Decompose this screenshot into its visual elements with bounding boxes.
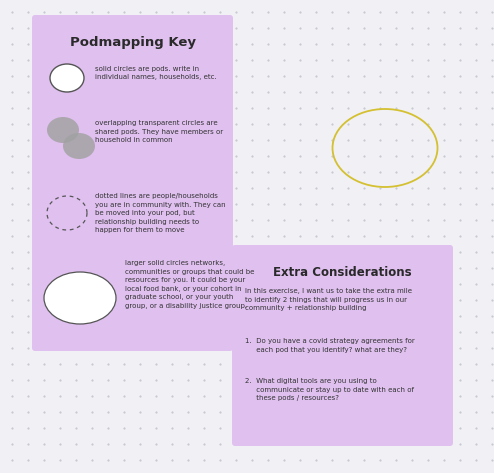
Ellipse shape: [44, 272, 116, 324]
Ellipse shape: [63, 133, 95, 159]
Text: Podmapping Key: Podmapping Key: [70, 36, 196, 49]
Text: In this exercise, I want us to take the extra mile
to identify 2 things that wil: In this exercise, I want us to take the …: [245, 288, 412, 311]
FancyBboxPatch shape: [32, 15, 233, 351]
Text: 2.  What digital tools are you using to
     communicate or stay up to date with: 2. What digital tools are you using to c…: [245, 378, 414, 401]
Ellipse shape: [50, 64, 84, 92]
Text: solid circles are pods. write in
individual names, households, etc.: solid circles are pods. write in individ…: [95, 66, 217, 80]
Text: Extra Considerations: Extra Considerations: [273, 266, 412, 279]
Text: overlapping transparent circles are
shared pods. They have members or
household : overlapping transparent circles are shar…: [95, 120, 223, 143]
Text: 1.  Do you have a covid strategy agreements for
     each pod that you identify?: 1. Do you have a covid strategy agreemen…: [245, 338, 415, 352]
Text: larger solid circles networks,
communities or groups that could be
resources for: larger solid circles networks, communiti…: [125, 260, 254, 308]
Text: dotted lines are people/households
you are in community with. They can
be moved : dotted lines are people/households you a…: [95, 193, 226, 233]
Ellipse shape: [47, 117, 79, 143]
FancyBboxPatch shape: [232, 245, 453, 446]
